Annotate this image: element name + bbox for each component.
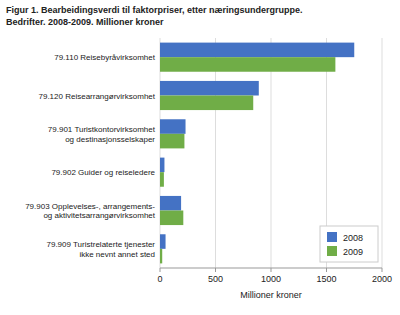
bar <box>160 196 181 211</box>
tick-mark <box>382 268 383 272</box>
x-axis-label: Millioner kroner <box>240 290 302 300</box>
y-ticks: 79.110 Reisebyråvirksomhet 79.120 Reisear… <box>25 53 156 258</box>
legend-label: 2009 <box>343 247 363 257</box>
category-label: 79.902 Guider og reiseledere <box>51 168 155 177</box>
legend-swatch <box>327 246 337 256</box>
bar <box>160 234 166 249</box>
bar <box>160 249 162 264</box>
title: Figur 1. Bearbeidingsverdi til faktorpri… <box>6 5 303 15</box>
subtitle: Bedrifter. 2008-2009. Millioner kroner <box>6 17 164 27</box>
legend-label: 2008 <box>343 233 363 243</box>
bar <box>160 158 164 173</box>
bar <box>160 134 184 149</box>
x-ticks: 0 500 1000 1500 2000 <box>157 268 392 284</box>
chart: Figur 1. Bearbeidingsverdi til faktorpri… <box>0 0 400 315</box>
tick-label: 0 <box>157 274 162 284</box>
grid <box>160 38 382 268</box>
bar <box>160 43 354 58</box>
bar <box>160 119 186 134</box>
legend-swatch <box>327 232 337 242</box>
bar <box>160 211 183 226</box>
category-label: 79.909 Turistrelaterte tjenesterikke nev… <box>46 240 155 258</box>
tick-mark <box>160 268 161 272</box>
tick-mark <box>326 268 327 272</box>
legend: 2008 2009 <box>320 226 378 262</box>
grid-line <box>160 38 161 268</box>
bar <box>160 57 335 72</box>
grid-line <box>382 38 383 268</box>
bar <box>160 96 253 111</box>
legend-box <box>320 226 378 262</box>
bar <box>160 172 164 187</box>
category-label: 79.110 Reisebyråvirksomhet <box>54 53 156 62</box>
x-axis-line <box>160 268 382 269</box>
tick-mark <box>215 268 216 272</box>
category-label: 79.901 Turistkontorvirksomhetog destinas… <box>48 125 156 144</box>
tick-label: 1000 <box>261 274 281 284</box>
tick-label: 1500 <box>316 274 336 284</box>
category-label: 79.120 Reisearrangørvirksomhet <box>39 92 156 101</box>
tick-label: 500 <box>208 274 223 284</box>
bar <box>160 81 259 96</box>
grid-line <box>215 38 216 268</box>
grid-line <box>271 38 272 268</box>
tick-label: 2000 <box>372 274 392 284</box>
tick-mark <box>271 268 272 272</box>
category-label: 79.903 Opplevelses-, arrangements-og akt… <box>25 202 156 221</box>
